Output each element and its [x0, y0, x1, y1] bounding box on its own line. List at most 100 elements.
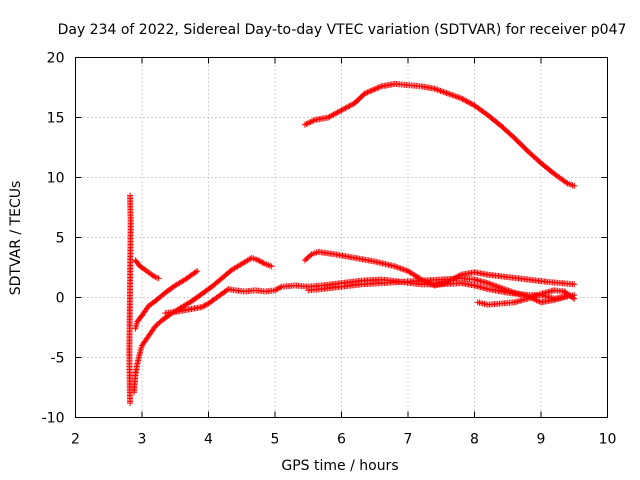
data-point-high-arc	[463, 98, 470, 105]
x-tick-label: 5	[271, 432, 280, 448]
x-tick-label: 8	[470, 432, 479, 448]
data-point-high-arc	[301, 121, 308, 128]
data-point-late-negative	[533, 292, 540, 299]
chart-title: Day 234 of 2022, Sidereal Day-to-day VTE…	[58, 22, 627, 38]
data-point-high-arc	[449, 92, 456, 99]
y-tick-label: 20	[47, 51, 65, 67]
data-point-high-arc	[460, 96, 467, 103]
data-point-mid-band	[501, 285, 508, 292]
data-point-low-baseline	[277, 284, 284, 291]
data-point-high-arc	[310, 117, 317, 124]
data-point-late-negative	[526, 295, 533, 302]
data-point-high-arc	[453, 93, 460, 100]
data-point-mid-band	[493, 283, 500, 290]
data-point-rise-2	[255, 257, 262, 264]
data-point-high-arc	[446, 91, 453, 98]
data-point-high-arc	[443, 89, 450, 96]
data-point-high-arc	[441, 89, 448, 96]
data-point-mid-upper	[571, 281, 578, 288]
data-point-mid-band	[492, 282, 499, 289]
data-point-mid-upper	[422, 278, 429, 285]
data-point-high-arc	[346, 102, 353, 109]
y-tick-label: 10	[47, 171, 65, 187]
data-point-high-arc	[437, 87, 444, 94]
data-point-mid-upper	[399, 265, 406, 272]
data-point-high-arc	[306, 119, 313, 126]
data-point-high-arc	[377, 83, 384, 90]
data-point-mid-upper	[448, 276, 455, 283]
data-point-mid-upper	[396, 264, 403, 271]
data-point-mid-upper	[428, 281, 435, 288]
data-point-mid-band	[487, 281, 494, 288]
data-point-low-baseline	[273, 286, 280, 293]
data-point-high-arc	[364, 89, 371, 96]
data-point-late-negative	[527, 294, 534, 301]
data-point-late-negative	[530, 293, 537, 300]
data-point-mid-band	[502, 286, 509, 293]
data-point-high-arc	[433, 86, 440, 93]
data-point-high-arc	[331, 110, 338, 117]
data-point-mid-upper	[393, 263, 400, 270]
data-point-early-drop	[155, 275, 162, 282]
data-point-mid-band	[509, 289, 516, 296]
data-point-low-baseline	[201, 302, 208, 309]
data-point-low-baseline	[198, 304, 205, 311]
data-point-late-negative	[535, 291, 542, 298]
x-tick-label: 7	[404, 432, 413, 448]
data-point-mid-upper	[394, 264, 401, 271]
data-point-mid-upper	[455, 273, 462, 280]
data-point-mid-band	[508, 288, 515, 295]
grid	[75, 57, 608, 418]
data-point-mid-upper	[452, 274, 459, 281]
axis-ticks: 2 3 4 5 6 7 8 9 10 -10 -5 0 5 10 15 20	[42, 51, 617, 448]
data-point-high-arc	[347, 102, 354, 109]
data-point-high-arc	[431, 85, 438, 92]
data-point-high-arc	[304, 120, 311, 127]
data-point-high-arc	[341, 105, 348, 112]
data-point-high-arc	[458, 95, 465, 102]
data-point-low-baseline	[275, 285, 282, 292]
data-point-high-arc	[455, 94, 462, 101]
data-point-high-arc	[436, 87, 443, 94]
data-point-low-baseline	[274, 285, 281, 292]
data-point-mid-band	[505, 287, 512, 294]
data-point-high-arc	[343, 104, 350, 111]
data-point-high-arc	[440, 88, 447, 95]
data-point-late-negative	[570, 294, 577, 301]
data-point-high-arc	[361, 90, 368, 97]
x-tick-label: 3	[138, 432, 147, 448]
y-tick-label: 15	[47, 111, 65, 127]
data-point-mid-band	[506, 288, 513, 295]
data-point-high-arc	[365, 88, 372, 95]
data-point-mid-band	[489, 281, 496, 288]
data-point-mid-upper	[444, 278, 451, 285]
data-point-high-arc	[372, 85, 379, 92]
data-point-mid-upper	[419, 277, 426, 284]
data-point-mid-band	[490, 282, 497, 289]
data-point-high-arc	[342, 105, 349, 112]
data-point-high-arc	[368, 87, 375, 94]
data-point-low-baseline	[202, 301, 209, 308]
data-point-high-arc	[459, 96, 466, 103]
data-point-high-arc	[447, 91, 454, 98]
data-point-high-arc	[326, 113, 333, 120]
data-point-high-arc	[468, 101, 475, 108]
data-point-high-arc	[303, 121, 310, 128]
data-point-mid-upper	[447, 277, 454, 284]
data-point-late-negative	[536, 291, 543, 298]
x-tick-label: 9	[537, 432, 546, 448]
data-point-high-arc	[438, 88, 445, 95]
data-point-mid-upper	[418, 276, 425, 283]
data-point-mid-band	[499, 285, 506, 292]
data-points	[126, 80, 578, 407]
data-point-high-arc	[330, 111, 337, 118]
data-point-high-arc	[339, 106, 346, 113]
data-point-high-arc	[464, 98, 471, 105]
data-point-mid-upper	[397, 265, 404, 272]
data-point-mid-band	[495, 283, 502, 290]
data-point-mid-upper	[403, 267, 410, 274]
data-point-high-arc	[466, 99, 473, 106]
data-point-mid-upper	[456, 272, 463, 279]
data-point-high-arc	[456, 94, 463, 101]
